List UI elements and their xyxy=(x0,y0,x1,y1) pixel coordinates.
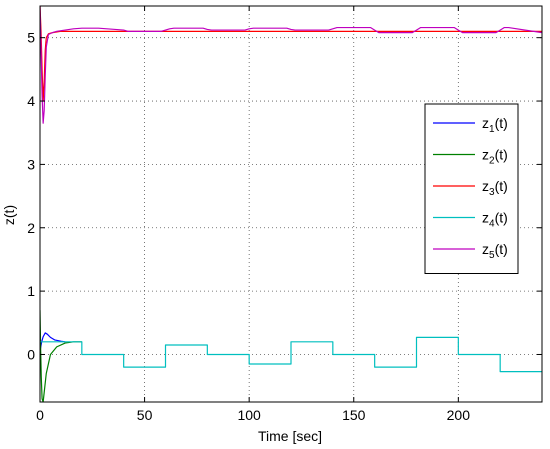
legend-label-z2: z2(t) xyxy=(482,147,508,167)
series-line-z1 xyxy=(40,332,66,352)
series-line-z4 xyxy=(40,336,542,373)
y-tick-label: 0 xyxy=(27,346,35,362)
x-axis-label: Time [sec] xyxy=(258,428,322,444)
x-tick-label: 200 xyxy=(447,407,471,423)
y-tick-label: 3 xyxy=(27,156,35,172)
x-tick-label: 0 xyxy=(36,407,44,423)
y-tick-label: 1 xyxy=(27,283,35,299)
series-line-z3 xyxy=(40,6,542,102)
legend-label-z5: z5(t) xyxy=(482,241,508,261)
legend-box xyxy=(424,103,519,274)
legend-label-z1: z1(t) xyxy=(482,115,508,135)
axes-box xyxy=(39,5,543,403)
x-tick-label: 100 xyxy=(237,407,261,423)
series-line-z5 xyxy=(40,6,542,124)
x-axis-ticks: 0 50 100 150 200 xyxy=(36,6,470,423)
legend-label-z3: z3(t) xyxy=(482,178,508,198)
y-tick-label: 4 xyxy=(27,93,35,109)
y-tick-label: 5 xyxy=(27,30,35,46)
legend: z1(t) z2(t) z3(t) z4(t) z5(t) xyxy=(424,103,519,274)
series-line-z2 xyxy=(40,310,82,402)
legend-label-z4: z4(t) xyxy=(482,210,508,230)
series-lines xyxy=(40,6,542,402)
y-axis-ticks: 0 1 2 3 4 5 xyxy=(27,30,542,362)
axes-frame xyxy=(39,5,543,403)
x-tick-label: 150 xyxy=(342,407,366,423)
y-axis-label: z(t) xyxy=(1,205,17,225)
y-tick-label: 2 xyxy=(27,220,35,236)
x-tick-label: 50 xyxy=(137,407,153,423)
